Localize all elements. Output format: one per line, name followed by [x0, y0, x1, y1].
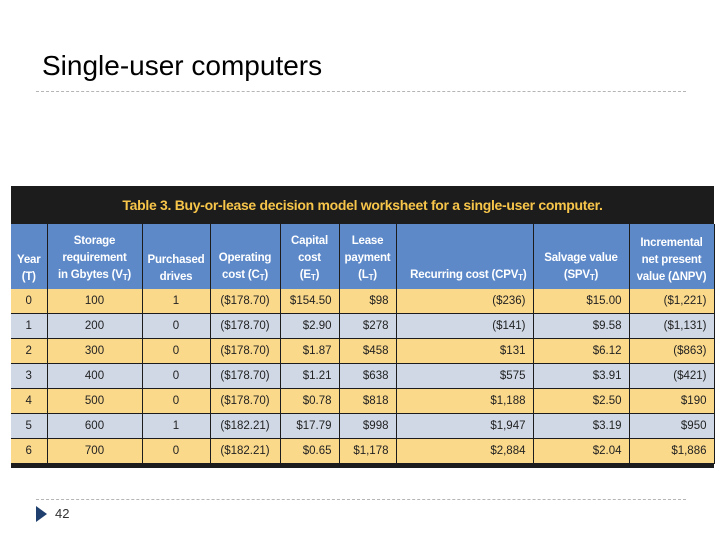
cell-lease-payment: $278	[339, 313, 397, 339]
cell-operating-cost: ($178.70)	[210, 289, 281, 314]
cell-incremental-npv: ($1,221)	[629, 289, 715, 314]
cell-storage: 200	[47, 313, 143, 339]
table-row: 6 700 0 ($182.21) $0.65 $1,178 $2,884 $2…	[11, 438, 715, 464]
header-storage: Storage requirement in Gbytes (VT)	[47, 224, 143, 289]
cell-salvage-value: $9.58	[533, 313, 630, 339]
cell-operating-cost: ($182.21)	[210, 413, 281, 439]
cell-recurring-cost: $1,947	[396, 413, 534, 439]
cell-capital-cost: $2.90	[280, 313, 340, 339]
cell-year: 2	[11, 338, 48, 364]
cell-purchased-drives: 0	[142, 388, 211, 414]
cell-operating-cost: ($178.70)	[210, 363, 281, 389]
header-recurring-cost: Recurring cost (CPVT)	[396, 224, 534, 289]
cell-salvage-value: $6.12	[533, 338, 630, 364]
cell-operating-cost: ($178.70)	[210, 338, 281, 364]
slide-title: Single-user computers	[42, 50, 323, 81]
cell-lease-payment: $98	[339, 289, 397, 314]
cell-incremental-npv: ($863)	[629, 338, 715, 364]
table-caption: Table 3. Buy-or-lease decision model wor…	[11, 186, 714, 224]
header-capital-cost: Capital cost (ET)	[280, 224, 340, 289]
cell-purchased-drives: 0	[142, 363, 211, 389]
cell-year: 0	[11, 289, 48, 314]
cell-capital-cost: $17.79	[280, 413, 340, 439]
cell-capital-cost: $154.50	[280, 289, 340, 314]
cell-recurring-cost: ($236)	[396, 289, 534, 314]
cell-purchased-drives: 0	[142, 338, 211, 364]
header-purchased-drives: Purchased drives	[142, 224, 211, 289]
cell-purchased-drives: 0	[142, 313, 211, 339]
table-row: 1 200 0 ($178.70) $2.90 $278 ($141) $9.5…	[11, 313, 715, 339]
cell-incremental-npv: ($421)	[629, 363, 715, 389]
cell-storage: 100	[47, 289, 143, 314]
cell-storage: 600	[47, 413, 143, 439]
cell-storage: 300	[47, 338, 143, 364]
table-header-row: Year (T) Storage requirement in Gbytes (…	[11, 224, 715, 289]
cell-operating-cost: ($182.21)	[210, 438, 281, 464]
cell-storage: 400	[47, 363, 143, 389]
cell-recurring-cost: $1,188	[396, 388, 534, 414]
header-salvage-value: Salvage value (SPVT)	[533, 224, 630, 289]
cell-capital-cost: $0.65	[280, 438, 340, 464]
table-row: 5 600 1 ($182.21) $17.79 $998 $1,947 $3.…	[11, 413, 715, 439]
slide-number: 42	[55, 506, 70, 521]
header-lease-payment: Lease payment (LT)	[339, 224, 397, 289]
cell-lease-payment: $998	[339, 413, 397, 439]
cell-recurring-cost: $575	[396, 363, 534, 389]
cell-incremental-npv: $950	[629, 413, 715, 439]
cell-lease-payment: $458	[339, 338, 397, 364]
cell-year: 3	[11, 363, 48, 389]
table-row: 0 100 1 ($178.70) $154.50 $98 ($236) $15…	[11, 289, 715, 314]
cell-capital-cost: $0.78	[280, 388, 340, 414]
cell-year: 1	[11, 313, 48, 339]
cell-capital-cost: $1.87	[280, 338, 340, 364]
table-row: 4 500 0 ($178.70) $0.78 $818 $1,188 $2.5…	[11, 388, 715, 414]
cell-storage: 500	[47, 388, 143, 414]
cell-purchased-drives: 1	[142, 289, 211, 314]
cell-storage: 700	[47, 438, 143, 464]
cell-year: 4	[11, 388, 48, 414]
cell-operating-cost: ($178.70)	[210, 313, 281, 339]
cell-purchased-drives: 1	[142, 413, 211, 439]
play-arrow-icon	[36, 506, 47, 522]
cell-purchased-drives: 0	[142, 438, 211, 464]
title-divider	[36, 91, 686, 92]
cell-recurring-cost: $131	[396, 338, 534, 364]
footer-divider	[36, 499, 686, 500]
cell-recurring-cost: ($141)	[396, 313, 534, 339]
cell-salvage-value: $3.19	[533, 413, 630, 439]
table-row: 2 300 0 ($178.70) $1.87 $458 $131 $6.12 …	[11, 338, 715, 364]
cell-salvage-value: $15.00	[533, 289, 630, 314]
cell-year: 6	[11, 438, 48, 464]
cell-recurring-cost: $2,884	[396, 438, 534, 464]
cell-operating-cost: ($178.70)	[210, 388, 281, 414]
worksheet-table-figure: Table 3. Buy-or-lease decision model wor…	[11, 186, 715, 468]
cell-incremental-npv: $1,886	[629, 438, 715, 464]
cell-lease-payment: $638	[339, 363, 397, 389]
cell-year: 5	[11, 413, 48, 439]
cell-salvage-value: $3.91	[533, 363, 630, 389]
worksheet-table: Year (T) Storage requirement in Gbytes (…	[11, 224, 715, 464]
cell-lease-payment: $818	[339, 388, 397, 414]
cell-salvage-value: $2.04	[533, 438, 630, 464]
header-year: Year (T)	[11, 224, 48, 289]
cell-incremental-npv: $190	[629, 388, 715, 414]
table-row: 3 400 0 ($178.70) $1.21 $638 $575 $3.91 …	[11, 363, 715, 389]
header-incremental-npv: Incremental net present value (ΔNPV)	[629, 224, 715, 289]
header-operating-cost: Operating cost (CT)	[210, 224, 281, 289]
cell-incremental-npv: ($1,131)	[629, 313, 715, 339]
cell-capital-cost: $1.21	[280, 363, 340, 389]
cell-lease-payment: $1,178	[339, 438, 397, 464]
cell-salvage-value: $2.50	[533, 388, 630, 414]
